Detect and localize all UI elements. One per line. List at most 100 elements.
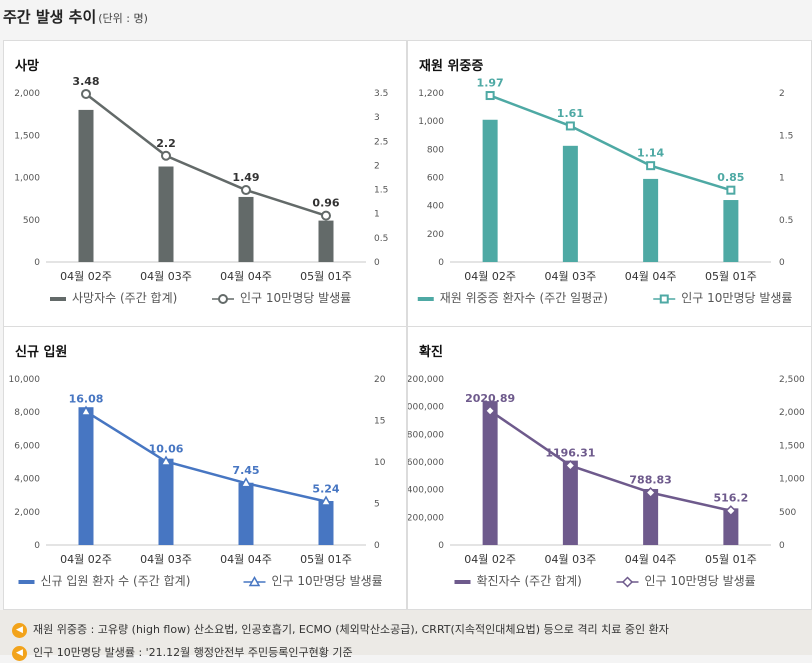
bar xyxy=(723,508,739,545)
line-point xyxy=(320,495,332,506)
legend-bar-label: 신규 입원 환자 수 (주간 합계) xyxy=(41,574,191,588)
chart-title: 사망 xyxy=(15,59,39,74)
x-tick-label: 04월 03주 xyxy=(545,270,597,283)
y-right-tick-label: 1 xyxy=(779,174,785,184)
x-tick-label: 04월 02주 xyxy=(60,553,112,566)
legend-bar-swatch xyxy=(50,297,66,301)
chart-svg: 0 200 400 600 800 1,000 1,200 0 0.5 1 1.5 2 04월 02주 0… xyxy=(417,77,793,305)
line-point xyxy=(160,455,172,466)
line-point xyxy=(564,460,576,472)
bar xyxy=(643,178,659,262)
chart-svg: 0 200,000 400,000 600,000 800,000 1,000,000 1,… xyxy=(408,375,805,588)
data-label: 0.96 xyxy=(312,197,339,210)
line-point xyxy=(485,91,495,101)
y-left-tick-label: 200 xyxy=(427,230,444,240)
line-point xyxy=(725,505,737,517)
line-point xyxy=(240,477,252,488)
legend-bar-label: 재원 위중증 환자수 (주간 일평균) xyxy=(440,291,608,305)
bar xyxy=(562,460,578,545)
bar xyxy=(318,501,334,545)
y-left-tick-label: 600,000 xyxy=(408,458,444,468)
x-tick-label: 04월 04주 xyxy=(625,270,677,283)
data-label: 3.48 xyxy=(72,75,99,88)
x-tick-label: 04월 03주 xyxy=(140,270,192,283)
x-tick-label: 04월 02주 xyxy=(464,270,516,283)
y-right-tick-label: 0 xyxy=(374,541,380,551)
x-tick-label: 05월 01주 xyxy=(705,270,757,283)
line-point xyxy=(726,185,736,195)
chart-panel-death: 사망 0 500 1,000 1,500 2,000 0 0.5 1 1.5 2 2.5 3 3.5 04… xyxy=(3,40,407,327)
line-point xyxy=(81,88,91,99)
x-tick-label: 04월 02주 xyxy=(60,270,112,283)
y-left-tick-label: 0 xyxy=(34,541,40,551)
bar xyxy=(78,109,94,263)
rate-line xyxy=(489,409,732,512)
y-right-tick-label: 1,500 xyxy=(779,441,805,451)
data-label: 0.85 xyxy=(717,171,744,184)
y-right-tick-label: 0 xyxy=(779,258,785,268)
y-left-tick-label: 2,000 xyxy=(14,508,40,518)
y-left-tick-label: 8,000 xyxy=(14,408,40,418)
bar xyxy=(562,145,578,262)
y-right-tick-label: 5 xyxy=(374,500,380,510)
y-right-tick-label: 2,500 xyxy=(779,375,805,385)
data-label: 1196.31 xyxy=(545,447,595,460)
legend-line-label: 인구 10만명당 발생률 xyxy=(272,574,383,588)
legend-bar-swatch xyxy=(417,297,434,301)
line-point xyxy=(80,405,92,416)
y-right-tick-label: 0.5 xyxy=(779,216,793,226)
y-left-tick-label: 2,000 xyxy=(14,89,40,99)
footnote-rate: ◀ 인구 10만명당 발생률 : '21.12월 행정안전부 주민등록인구현황 기… xyxy=(12,643,353,663)
legend-line-label: 인구 10만명당 발생률 xyxy=(681,291,792,305)
x-tick-label: 04월 03주 xyxy=(545,553,597,566)
x-tick-label: 04월 04주 xyxy=(625,553,677,566)
data-label: 5.24 xyxy=(312,483,339,496)
bar xyxy=(238,196,254,262)
line-point xyxy=(565,121,575,131)
y-right-tick-label: 1.5 xyxy=(779,131,793,141)
data-label: 7.45 xyxy=(232,464,259,477)
data-label: 516.2 xyxy=(713,492,748,505)
line-point xyxy=(645,487,657,499)
line-point xyxy=(659,294,669,304)
y-right-tick-label: 3.5 xyxy=(374,89,388,99)
y-left-tick-label: 600 xyxy=(427,174,444,184)
y-right-tick-label: 500 xyxy=(779,508,796,518)
y-right-tick-label: 15 xyxy=(374,417,385,427)
bar xyxy=(723,200,739,262)
x-tick-label: 05월 01주 xyxy=(300,553,352,566)
y-left-tick-label: 500 xyxy=(23,216,40,226)
data-label: 1.61 xyxy=(557,107,584,120)
y-right-tick-label: 2,000 xyxy=(779,408,805,418)
y-right-tick-label: 0 xyxy=(779,541,785,551)
chart-title: 확진 xyxy=(419,345,443,360)
chart-title: 신규 입원 xyxy=(15,345,68,360)
bar xyxy=(158,458,174,545)
bar xyxy=(482,119,498,262)
bar xyxy=(643,488,659,545)
data-label: 1.14 xyxy=(637,147,664,160)
x-tick-label: 04월 02주 xyxy=(464,553,516,566)
data-label: 16.08 xyxy=(69,393,104,406)
chart-svg: 0 2,000 4,000 6,000 8,000 10,000 0 5 10 15 20 04월 0… xyxy=(9,375,386,588)
data-label: 2020.89 xyxy=(465,392,515,405)
y-left-tick-label: 0 xyxy=(438,541,444,551)
x-tick-label: 04월 04주 xyxy=(220,553,272,566)
y-right-tick-label: 1 xyxy=(374,210,380,220)
y-left-tick-label: 1,500 xyxy=(14,131,40,141)
rate-line xyxy=(85,410,327,503)
y-left-tick-label: 400 xyxy=(427,202,444,212)
chart-panel-severe: 재원 위중증 0 200 400 600 800 1,000 1,200 0 0.5 1 1.5 2 0… xyxy=(407,40,812,327)
line-point xyxy=(218,294,228,304)
y-right-tick-label: 10 xyxy=(374,458,386,468)
rate-line xyxy=(85,92,327,217)
data-label: 10.06 xyxy=(149,443,184,456)
y-left-tick-label: 4,000 xyxy=(14,475,40,485)
chart-title: 재원 위중증 xyxy=(419,59,484,74)
y-right-tick-label: 2 xyxy=(374,161,380,171)
y-right-tick-label: 3 xyxy=(374,113,380,123)
y-right-tick-label: 1.5 xyxy=(374,186,388,196)
y-right-tick-label: 2.5 xyxy=(374,137,388,147)
line-point xyxy=(646,161,656,171)
bar xyxy=(482,401,498,545)
